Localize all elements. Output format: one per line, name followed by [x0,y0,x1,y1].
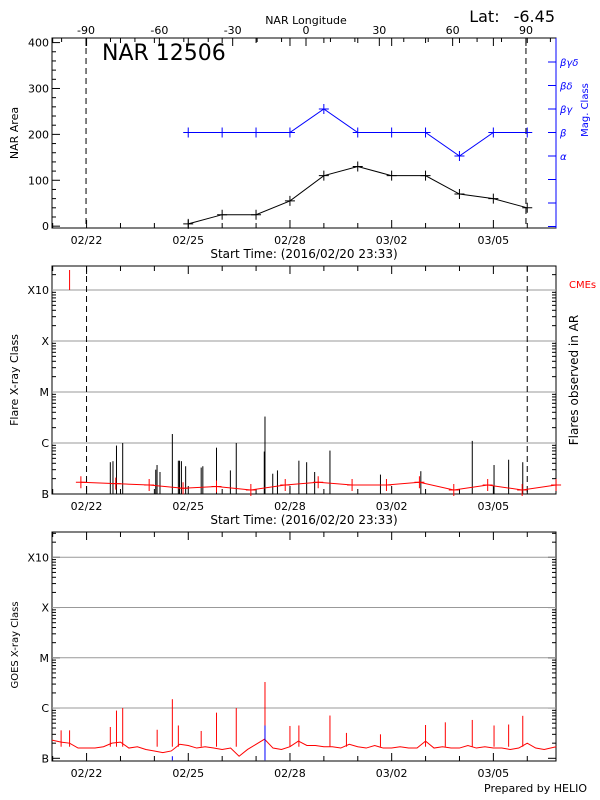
panel2-frame [51,265,557,495]
area-point [183,218,194,229]
x-tick-label: 02/22 [71,500,103,513]
y-tick-label: B [41,488,49,501]
area-point [386,170,397,181]
flare-rate-point [178,482,189,495]
x-tick-label: 03/05 [477,500,509,513]
mag-class-tick-label: α [560,152,567,163]
panel1-xlabel: Start Time: (2016/02/20 23:33) [210,247,397,261]
x-tick-label: 02/28 [274,767,306,780]
longitude-tick-label: -90 [77,24,95,37]
panel1-y2label: Mag. Class [580,83,591,137]
x-tick-label: 03/05 [477,767,509,780]
y-tick-label: X [41,602,49,615]
mag-class-point [454,151,465,161]
area-point [420,170,431,181]
longitude-axis-title: NAR Longitude [265,14,347,27]
y-tick-label: C [41,702,49,715]
y-tick-label: 200 [28,128,49,141]
flare-rate-point [414,476,425,489]
x-tick-label: 03/05 [477,234,509,247]
mag-class-point [386,127,397,138]
area-point [318,170,329,181]
flare-rate-point [245,483,256,496]
mag-class-point [522,127,533,138]
region-title: NAR 12506 [102,41,226,66]
flare-rate-point [110,477,121,490]
y-tick-label: 100 [28,174,49,187]
x-tick-label: 03/02 [376,500,408,513]
panel2-xlabel: Start Time: (2016/02/20 23:33) [210,513,397,527]
flare-rate-point [211,480,222,493]
y-tick-label: X10 [27,551,49,564]
mag-class-tick-label: βδ [559,82,573,93]
panel3-ylabel: GOES X-ray Class [10,601,21,688]
mag-class-point [488,127,499,138]
y-tick-label: X [41,335,49,348]
y-tick-label: M [40,652,50,665]
flare-rate-point [347,479,358,492]
longitude-tick-label: -30 [224,24,242,37]
longitude-tick-label: -60 [150,24,168,37]
panel3-frame [51,531,557,762]
flare-rate-point [280,479,291,492]
x-tick-label: 03/02 [376,234,408,247]
mag-class-point [352,127,363,138]
x-tick-label: 02/28 [274,500,306,513]
x-tick-label: 02/22 [71,767,103,780]
flare-rate-point [482,479,493,492]
credit-label: Prepared by HELIO [484,782,587,795]
area-point [217,209,228,220]
mag-class-tick-label: β [559,129,567,140]
y-tick-label: M [40,386,50,399]
flare-rate-point [517,483,528,496]
y-tick-label: X10 [27,284,49,297]
x-tick-label: 02/25 [172,767,204,780]
longitude-tick-label: 60 [446,24,460,37]
mag-class-tick-label: βγ [559,105,573,116]
cme-legend-label: CMEs [569,280,596,291]
latitude-readout: Lat: -6.45 [469,7,555,26]
mag-class-point [183,127,194,138]
mag-class-point [284,127,295,138]
x-tick-label: 02/25 [172,500,204,513]
panel1-ylabel: NAR Area [8,107,21,159]
flare-rate-point [381,479,392,492]
longitude-tick-label: 0 [303,24,310,37]
x-tick-label: 02/25 [172,234,204,247]
mag-class-point [217,127,228,138]
x-tick-label: 02/22 [71,234,103,247]
x-tick-label: 03/02 [376,767,408,780]
mag-class-point [251,127,262,138]
area-point [251,209,262,220]
longitude-tick-label: 90 [519,24,533,37]
mag-class-point [318,104,329,114]
area-point [454,189,465,200]
flare-rate-point [313,476,324,489]
y-tick-label: 400 [28,37,49,50]
area-point [488,193,499,204]
goes-flux-line [51,738,557,757]
longitude-tick-label: 30 [372,24,386,37]
area-point [352,161,363,172]
area-point [522,202,533,213]
flare-rate-point [448,483,459,496]
y-tick-label: B [41,752,49,765]
flare-rate-point [75,476,86,489]
panel2-y2label: Flares observed in AR [567,315,581,445]
flare-rate-point [144,479,155,492]
y-tick-label: 0 [42,220,49,233]
mag-class-tick-label: βγδ [559,58,578,69]
mag-class-point [420,127,431,138]
y-tick-label: 300 [28,82,49,95]
flare-rate-point [551,479,562,492]
panel1-frame [51,37,557,229]
y-tick-label: C [41,437,49,450]
area-line [188,165,528,225]
area-point [284,195,295,206]
panel2-ylabel: Flare X-ray Class [8,334,21,426]
x-tick-label: 02/28 [274,234,306,247]
